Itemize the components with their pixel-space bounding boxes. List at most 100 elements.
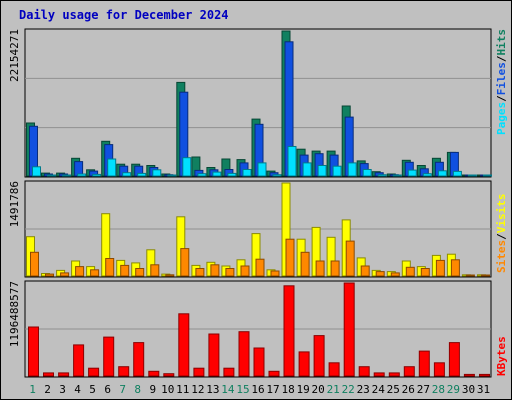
bar-sites-day-9 — [150, 264, 160, 277]
x-tick-label-day-10: 10 — [161, 383, 174, 396]
x-tick-label-day-24: 24 — [372, 383, 386, 396]
bar-sites-day-26 — [405, 266, 415, 277]
bar-sites-day-17 — [270, 270, 280, 277]
x-tick-label-day-1: 1 — [29, 383, 36, 396]
legend-sep-2: / — [495, 55, 508, 62]
bar-pages-day-8 — [137, 172, 147, 177]
bar-pages-day-23 — [362, 169, 372, 177]
bar-pages-day-31 — [483, 174, 492, 177]
bar-pages-day-28 — [437, 170, 447, 177]
bar-kbytes-day-9 — [148, 370, 160, 377]
bar-sites-day-30 — [465, 274, 475, 277]
bar-sites-day-19 — [300, 251, 310, 277]
bar-kbytes-day-24 — [373, 372, 385, 377]
x-tick-label-day-29: 29 — [447, 383, 460, 396]
x-tick-label-day-25: 25 — [387, 383, 400, 396]
hits-files-pages-bars — [26, 30, 492, 177]
bar-kbytes-day-31 — [479, 373, 490, 377]
bar-sites-day-27 — [420, 268, 430, 277]
x-tick-label-day-7: 7 — [119, 383, 126, 396]
hits-axis-max-label: 22154271 — [8, 29, 21, 82]
bar-pages-day-7 — [122, 172, 132, 177]
bar-sites-day-31 — [481, 274, 490, 277]
bar-sites-day-28 — [435, 259, 445, 277]
bar-pages-day-5 — [92, 173, 102, 177]
bar-pages-day-12 — [197, 173, 207, 177]
x-tick-label-day-11: 11 — [176, 383, 189, 396]
x-tick-label-day-20: 20 — [311, 383, 324, 396]
bar-kbytes-day-10 — [163, 373, 175, 377]
bar-pages-day-2 — [47, 174, 56, 177]
bar-sites-day-25 — [390, 272, 400, 277]
bar-pages-day-17 — [272, 174, 282, 177]
bar-pages-day-24 — [377, 174, 387, 177]
bar-pages-day-13 — [212, 171, 222, 177]
bar-sites-day-3 — [60, 272, 70, 277]
x-tick-label-day-26: 26 — [402, 383, 415, 396]
x-tick-label-day-14: 14 — [221, 383, 235, 396]
bar-kbytes-day-3 — [58, 372, 70, 377]
x-tick-label-day-30: 30 — [462, 383, 475, 396]
x-tick-label-day-21: 21 — [327, 383, 340, 396]
bar-pages-day-19 — [302, 162, 312, 177]
bar-pages-day-25 — [392, 174, 402, 177]
bar-sites-day-4 — [75, 266, 85, 277]
visits-sites-bars — [26, 182, 490, 277]
x-tick-label-day-8: 8 — [134, 383, 141, 396]
bar-sites-day-8 — [135, 268, 145, 277]
legend-hits: Hits — [495, 29, 508, 56]
bar-kbytes-day-12 — [193, 367, 205, 377]
bar-kbytes-day-22 — [343, 282, 355, 377]
bar-kbytes-day-30 — [463, 373, 475, 377]
bar-sites-day-6 — [105, 258, 115, 277]
bar-sites-day-29 — [450, 259, 460, 277]
x-tick-label-day-18: 18 — [281, 383, 294, 396]
bar-kbytes-day-6 — [103, 336, 115, 377]
bar-kbytes-day-17 — [268, 370, 280, 377]
visits-panel-legend: Sites/Visits — [495, 194, 508, 274]
x-tick-label-day-23: 23 — [357, 383, 370, 396]
legend-sites: Sites — [495, 240, 508, 273]
bar-sites-day-21 — [330, 260, 340, 277]
x-tick-label-day-13: 13 — [206, 383, 219, 396]
bar-sites-day-15 — [240, 265, 250, 277]
bar-kbytes-day-15 — [238, 331, 250, 377]
bar-sites-day-11 — [180, 248, 190, 277]
legend-visits: Visits — [495, 194, 508, 234]
bar-kbytes-day-21 — [328, 362, 340, 377]
bar-pages-day-18 — [287, 146, 297, 177]
legend-kbytes: KBytes — [495, 336, 508, 376]
bar-sites-day-12 — [195, 268, 205, 277]
bar-kbytes-day-2 — [43, 372, 54, 377]
bar-sites-day-13 — [210, 264, 220, 277]
bar-pages-day-10 — [167, 174, 177, 177]
x-tick-label-day-15: 15 — [236, 383, 249, 396]
x-tick-label-day-17: 17 — [266, 383, 279, 396]
bar-sites-day-14 — [225, 268, 235, 277]
legend-files: Files — [495, 62, 508, 95]
bar-sites-day-22 — [345, 240, 355, 277]
x-tick-label-day-9: 9 — [149, 383, 156, 396]
bar-pages-day-3 — [62, 174, 72, 177]
bar-sites-day-1 — [30, 251, 39, 277]
bar-pages-day-14 — [227, 172, 237, 177]
bar-kbytes-day-25 — [388, 372, 400, 377]
bar-pages-day-4 — [77, 173, 87, 177]
bar-sites-day-10 — [165, 274, 175, 277]
x-tick-label-day-4: 4 — [74, 383, 81, 396]
bar-sites-day-24 — [375, 271, 385, 277]
x-tick-label-day-31: 31 — [477, 383, 490, 396]
chart-title: Daily usage for December 2024 — [19, 8, 229, 22]
bar-kbytes-day-26 — [403, 366, 415, 377]
visits-axis-max-label: 1491786 — [8, 181, 21, 227]
x-tick-label-day-22: 22 — [342, 383, 355, 396]
bar-kbytes-day-14 — [223, 367, 235, 377]
legend-sep-3: / — [495, 233, 508, 240]
x-tick-label-day-3: 3 — [59, 383, 66, 396]
x-tick-label-day-12: 12 — [191, 383, 204, 396]
x-tick-label-day-2: 2 — [44, 383, 51, 396]
kbytes-bars — [28, 282, 490, 377]
bar-pages-day-20 — [317, 165, 327, 177]
bar-pages-day-27 — [422, 173, 432, 177]
